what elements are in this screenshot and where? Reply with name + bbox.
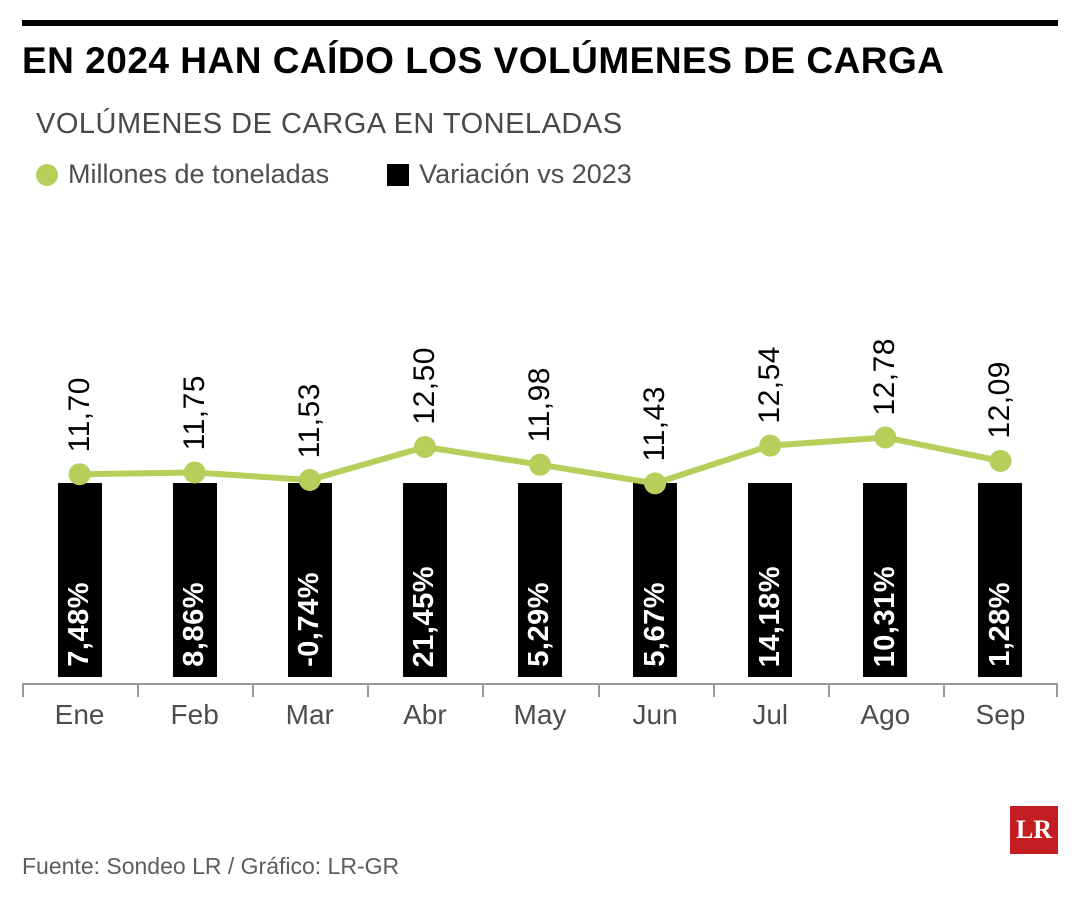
- x-axis-label: Mar: [252, 685, 367, 738]
- x-axis-label: Feb: [137, 685, 252, 738]
- data-point-marker: [69, 463, 91, 485]
- x-axis-label: Ago: [828, 685, 943, 738]
- x-axis-label: Sep: [943, 685, 1058, 738]
- data-point-marker: [414, 436, 436, 458]
- legend: Millones de toneladas Variación vs 2023: [22, 159, 1058, 190]
- data-point-marker: [529, 454, 551, 476]
- legend-label-series1: Millones de toneladas: [68, 159, 329, 190]
- legend-label-series2: Variación vs 2023: [419, 159, 632, 190]
- x-axis-label: Abr: [367, 685, 482, 738]
- data-point-marker: [989, 450, 1011, 472]
- line-chart-svg: [22, 198, 1058, 738]
- data-point-marker: [759, 435, 781, 457]
- legend-dot-icon: [36, 164, 58, 186]
- data-point-marker: [299, 469, 321, 491]
- legend-item-series1: Millones de toneladas: [36, 159, 329, 190]
- publisher-logo: LR: [1010, 806, 1058, 854]
- top-border: [22, 20, 1058, 26]
- x-axis-label: Jul: [713, 685, 828, 738]
- data-point-marker: [184, 462, 206, 484]
- x-axis: EneFebMarAbrMayJunJulAgoSep: [22, 683, 1058, 738]
- x-axis-label: Ene: [22, 685, 137, 738]
- x-axis-label: Jun: [598, 685, 713, 738]
- chart-subtitle: VOLÚMENES DE CARGA EN TONELADAS: [22, 108, 1058, 141]
- legend-item-series2: Variación vs 2023: [387, 159, 632, 190]
- data-point-marker: [644, 472, 666, 494]
- chart-area: 11,70 7,48% 11,75 8,86% 11,53 -0,74% 12,…: [22, 198, 1058, 738]
- data-point-marker: [874, 426, 896, 448]
- source-text: Fuente: Sondeo LR / Gráfico: LR-GR: [22, 853, 399, 880]
- chart-title: EN 2024 HAN CAÍDO LOS VOLÚMENES DE CARGA: [22, 40, 1058, 82]
- legend-square-icon: [387, 164, 409, 186]
- x-axis-label: May: [482, 685, 597, 738]
